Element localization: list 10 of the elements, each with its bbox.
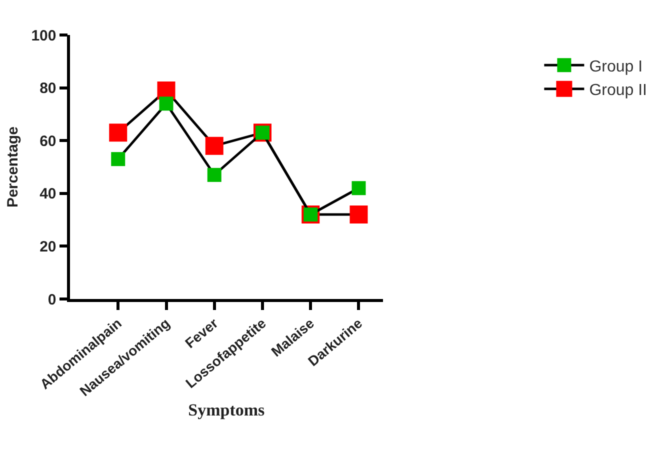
y-tick-label: 0 [48,291,56,308]
y-tick-label: 20 [40,238,56,256]
y-axis-title: Percentage [4,126,22,208]
y-tick-label: 100 [31,27,56,44]
y-tick-label: 40 [40,186,56,203]
legend-label: Group I [589,58,643,76]
legend-label: Group II [589,82,648,100]
x-axis-title: Symptoms [188,400,266,420]
y-tick-label: 80 [40,80,56,98]
y-tick-label: 60 [40,132,56,150]
